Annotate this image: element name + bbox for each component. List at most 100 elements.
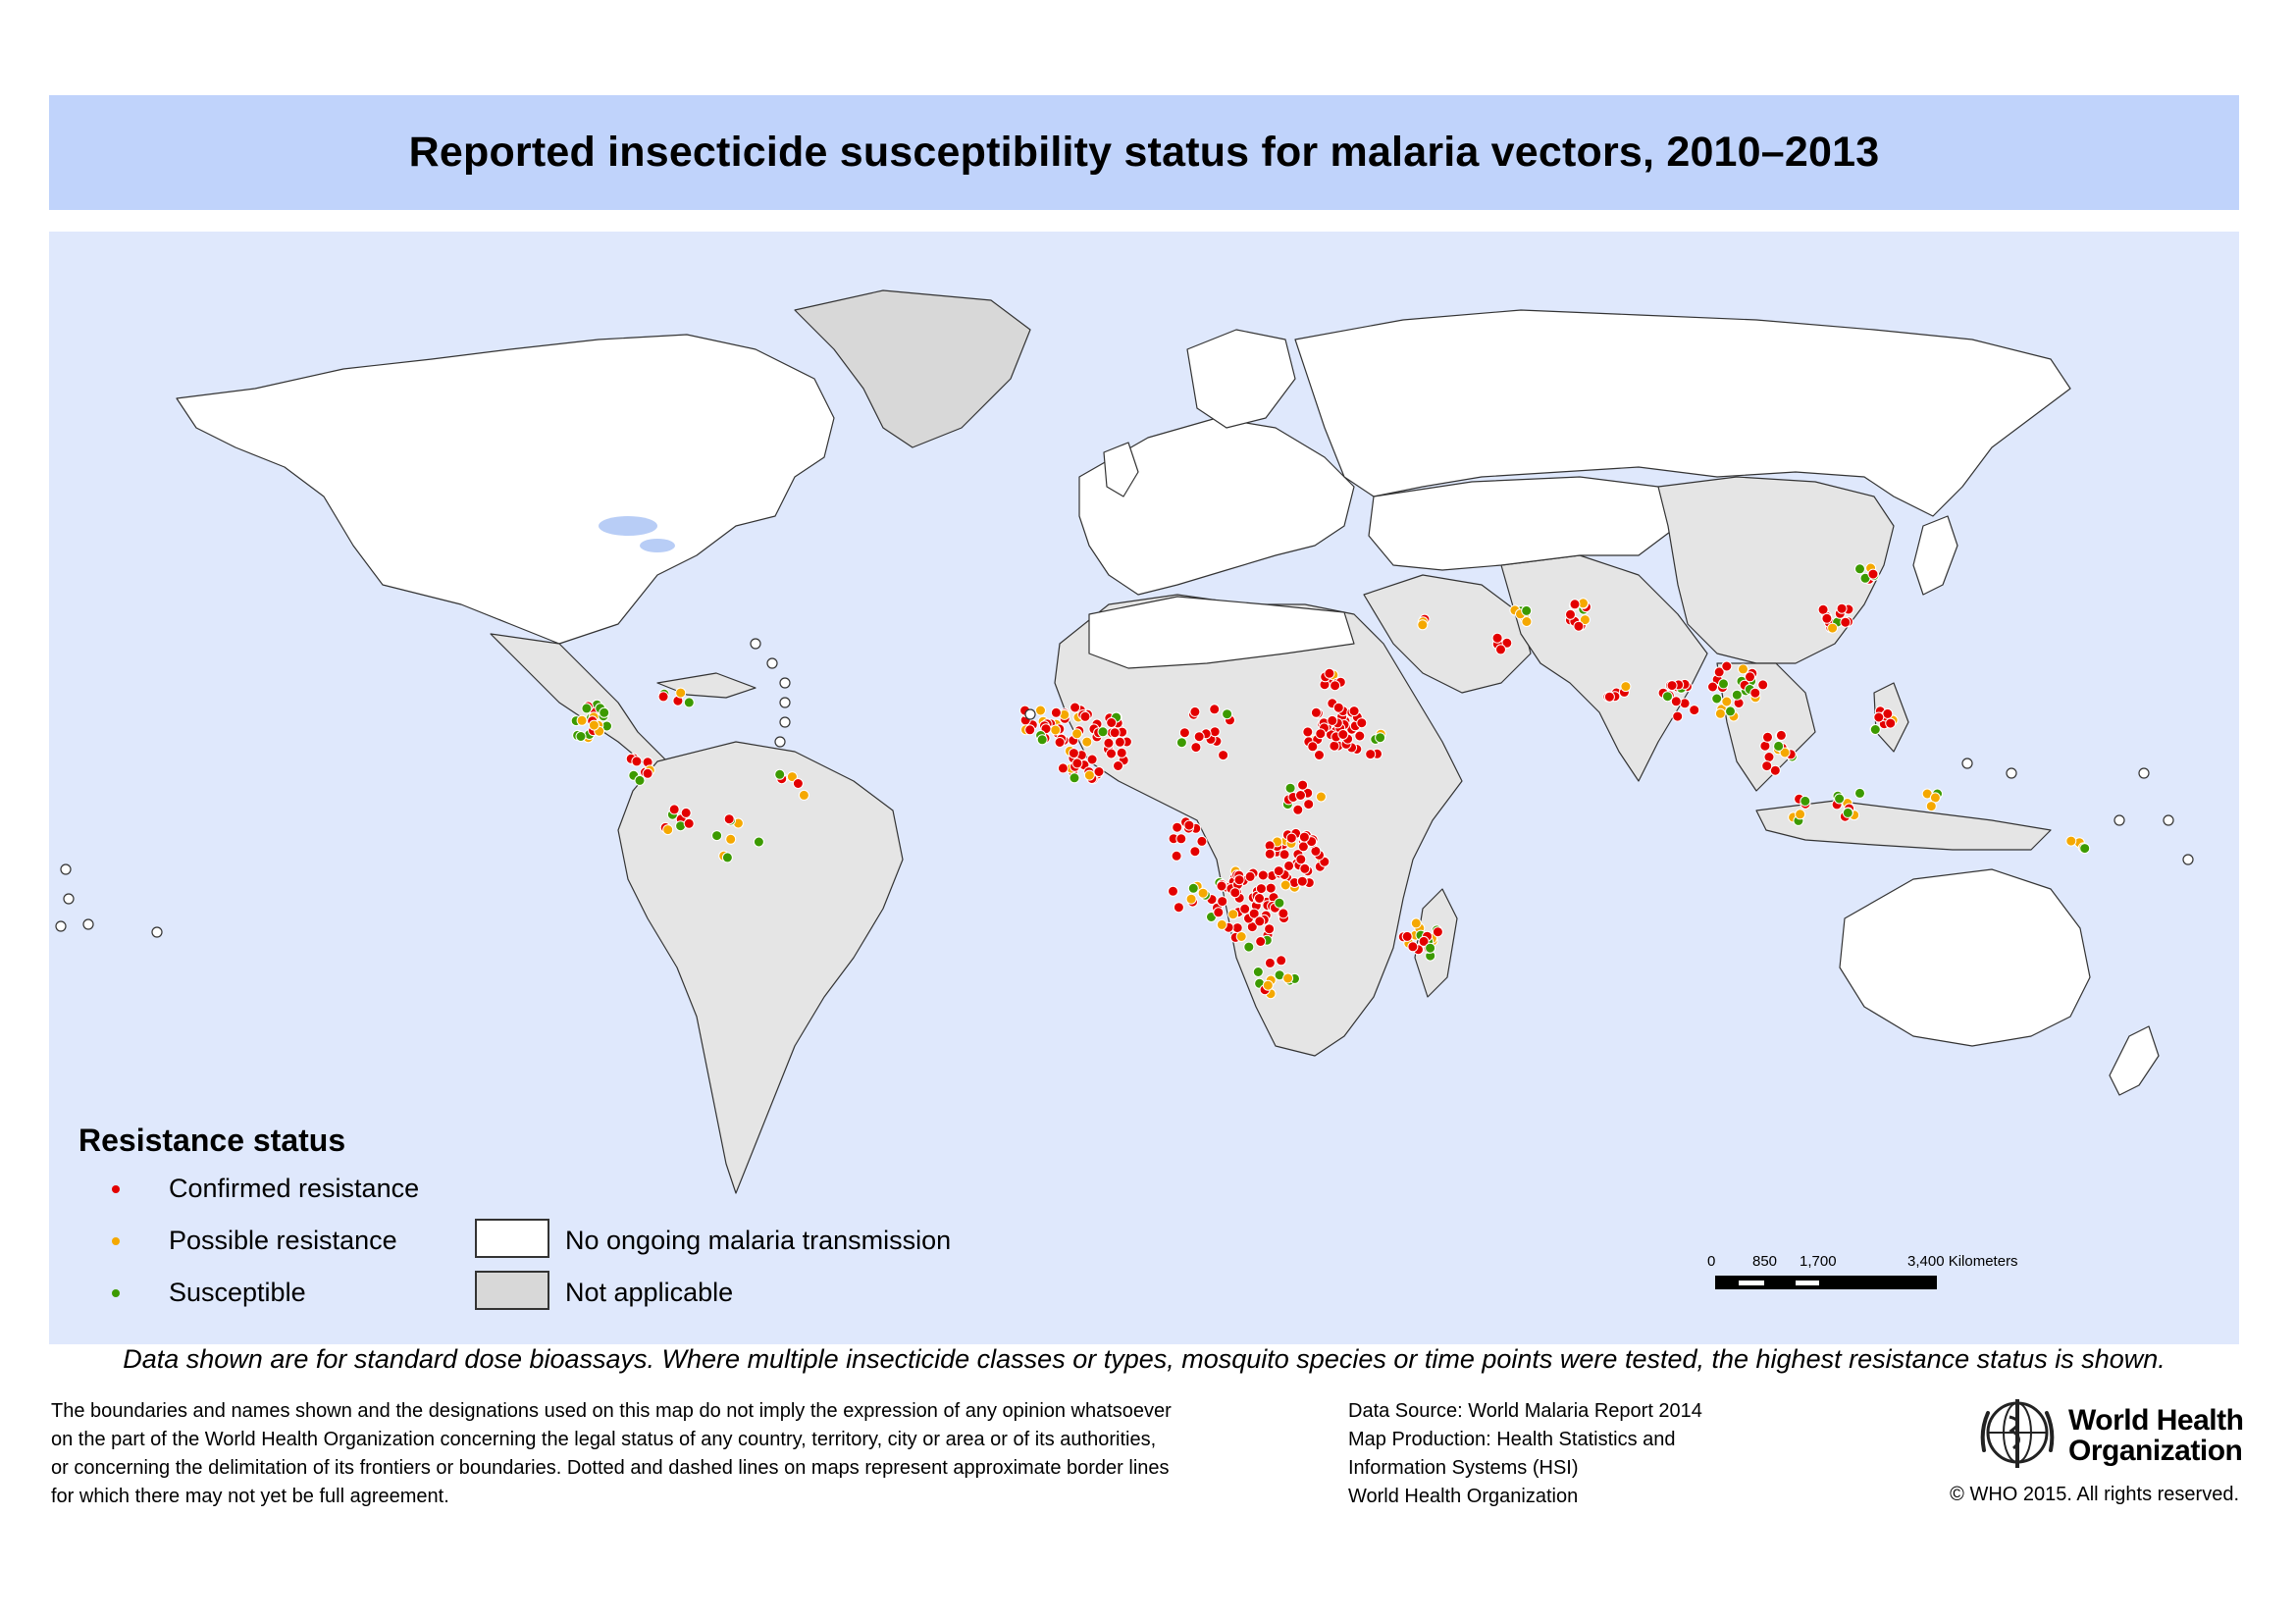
- world-map: [55, 289, 2194, 1194]
- possible-resistance-point: [1235, 931, 1247, 942]
- possible-resistance-point: [1035, 705, 1046, 716]
- possible-resistance-point: [1721, 696, 1733, 707]
- confirmed-resistance-point: [1707, 681, 1718, 693]
- susceptible-point: [1854, 563, 1865, 575]
- region-indonesia: [1755, 800, 2052, 851]
- confirmed-resistance-point: [1365, 749, 1377, 760]
- possible-resistance-point: [1315, 791, 1327, 803]
- confirmed-resistance-point: [1183, 819, 1195, 831]
- confirmed-resistance-point: [668, 804, 680, 815]
- confirmed-resistance-point: [1491, 632, 1503, 644]
- possible-resistance-point: [725, 833, 737, 845]
- possible-resistance-point: [588, 719, 600, 731]
- possible-resistance-point: [1282, 972, 1294, 984]
- susceptible-point: [1842, 807, 1853, 818]
- confirmed-resistance-point: [1565, 608, 1576, 620]
- susceptible-point: [634, 774, 646, 786]
- confirmed-resistance-point: [1209, 704, 1221, 715]
- confirmed-resistance-point: [1821, 612, 1833, 624]
- region-africa: [1054, 594, 1463, 1057]
- who-name-line1: World Health: [2068, 1404, 2244, 1437]
- confirmed-resistance-point: [1713, 666, 1725, 678]
- confirmed-resistance-point: [1324, 667, 1335, 679]
- confirmed-resistance-point: [1178, 727, 1190, 739]
- legend-label-not-applicable: Not applicable: [565, 1278, 734, 1307]
- region-central-america: [490, 633, 678, 772]
- confirmed-resistance-point: [1407, 941, 1419, 953]
- confirmed-resistance-point: [1354, 730, 1366, 742]
- confirmed-resistance-point: [1873, 711, 1885, 723]
- confirmed-resistance-point: [1297, 779, 1309, 791]
- susceptible-point: [683, 697, 695, 708]
- confirmed-resistance-point: [1749, 687, 1761, 699]
- region-south-asia: [1500, 554, 1708, 782]
- susceptible-point: [1097, 726, 1109, 738]
- susceptible-point: [1731, 689, 1743, 701]
- confirmed-resistance-point: [1244, 870, 1256, 882]
- confirmed-resistance-point: [1103, 737, 1115, 749]
- possible-resistance-point: [1185, 893, 1197, 905]
- confirmed-resistance-point: [683, 817, 695, 829]
- possible-resistance-point: [1929, 792, 1941, 804]
- confirmed-resistance-point: [1603, 691, 1615, 703]
- possible-resistance-point: [1714, 707, 1726, 719]
- possible-resistance-point: [786, 771, 798, 783]
- region-australia: [1839, 868, 2091, 1047]
- region-china: [1657, 476, 1895, 664]
- confirmed-resistance-point: [792, 778, 804, 789]
- susceptible-point: [1869, 724, 1881, 735]
- confirmed-resistance-point: [1329, 740, 1340, 752]
- confirmed-resistance-point: [1337, 729, 1349, 740]
- confirmed-resistance-point: [1273, 865, 1284, 877]
- confirmed-resistance-point: [1418, 935, 1430, 947]
- legend-title: Resistance status: [78, 1123, 346, 1158]
- confirmed-resistance-point: [1330, 680, 1341, 692]
- susceptible-point: [1187, 882, 1199, 894]
- possible-resistance-point: [1081, 736, 1093, 748]
- possible-resistance-point: [798, 789, 809, 801]
- confirmed-resistance-point: [1763, 752, 1775, 762]
- confirmed-resistance-point: [1296, 875, 1308, 887]
- possible-resistance-point: [1925, 801, 1937, 812]
- confirmed-resistance-point: [1278, 908, 1289, 919]
- region-greenland: [794, 289, 1031, 448]
- possible-resistance-point: [2065, 835, 2077, 847]
- confirmed-resistance-point: [1175, 833, 1187, 845]
- confirmed-resistance-point: [1679, 698, 1691, 709]
- confirmed-resistance-point: [1278, 849, 1290, 861]
- confirmed-resistance-point: [1217, 896, 1228, 908]
- disclaimer-text: The boundaries and names shown and the d…: [51, 1397, 1228, 1511]
- confirmed-resistance-point: [1255, 936, 1267, 947]
- region-scandinavia: [1186, 329, 1296, 429]
- confirmed-resistance-point: [1745, 671, 1755, 683]
- susceptible-point: [1274, 897, 1285, 909]
- confirmed-resistance-point: [1327, 714, 1338, 726]
- confirmed-resistance-point: [1299, 863, 1311, 874]
- confirmed-resistance-point: [1106, 717, 1118, 728]
- susceptible-point: [774, 768, 786, 780]
- possible-resistance-point: [1227, 909, 1239, 920]
- confirmed-resistance-point: [1264, 957, 1276, 968]
- region-japan: [1912, 515, 1958, 596]
- susceptible-point: [599, 706, 610, 718]
- scale-bar-segment: [1796, 1281, 1819, 1285]
- susceptible-point: [1718, 678, 1729, 690]
- confirmed-resistance-point: [1070, 702, 1081, 713]
- confirmed-resistance-point: [1310, 706, 1322, 718]
- susceptible-point: [1521, 604, 1533, 616]
- confirmed-resistance-point: [1116, 747, 1127, 758]
- confirmed-resistance-point: [1216, 880, 1227, 892]
- confirmed-resistance-point: [1265, 882, 1277, 894]
- susceptible-point: [1175, 737, 1187, 749]
- susceptible-point: [1800, 795, 1811, 807]
- confirmed-resistance-point: [1190, 742, 1202, 754]
- possible-resistance-point: [1620, 681, 1632, 693]
- confirmed-resistance-point: [1285, 832, 1297, 844]
- confirmed-resistance-point: [642, 767, 653, 779]
- pacific-islands: [55, 638, 2194, 938]
- susceptible-point: [711, 830, 723, 842]
- possible-resistance-point: [1216, 918, 1227, 930]
- confirmed-resistance-point: [1670, 696, 1682, 707]
- susceptible-point: [2079, 843, 2091, 855]
- susceptible-point: [575, 731, 587, 742]
